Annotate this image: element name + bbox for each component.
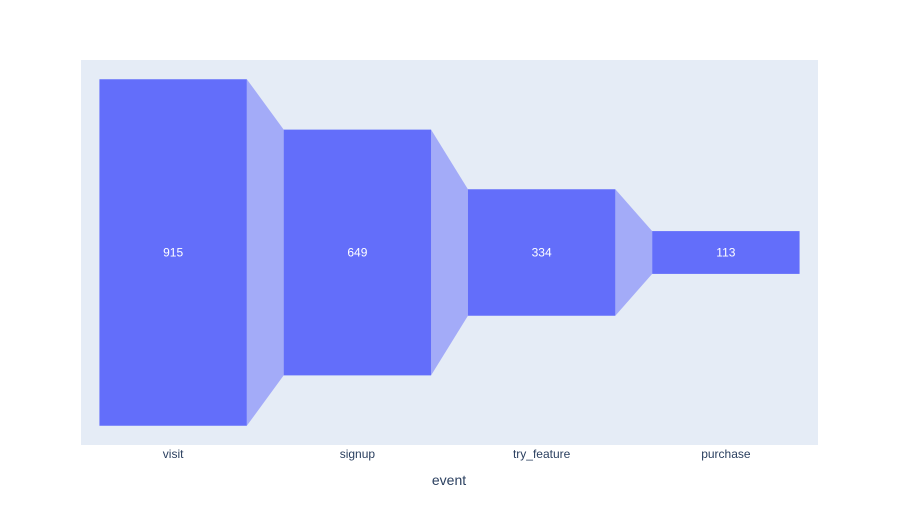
connector-visit-to-signup <box>247 79 284 426</box>
value-label-visit: 915 <box>163 246 183 260</box>
x-tick-label-signup: signup <box>340 447 376 461</box>
x-tick-label-try_feature: try_feature <box>513 447 571 461</box>
x-axis-ticks: visit signup try_feature purchase <box>163 447 751 461</box>
value-label-purchase: 113 <box>716 246 735 260</box>
x-tick-label-purchase: purchase <box>701 447 751 461</box>
value-label-try_feature: 334 <box>532 246 552 260</box>
x-tick-label-visit: visit <box>163 447 184 461</box>
value-label-signup: 649 <box>347 246 367 260</box>
x-axis-title: event <box>432 472 466 488</box>
